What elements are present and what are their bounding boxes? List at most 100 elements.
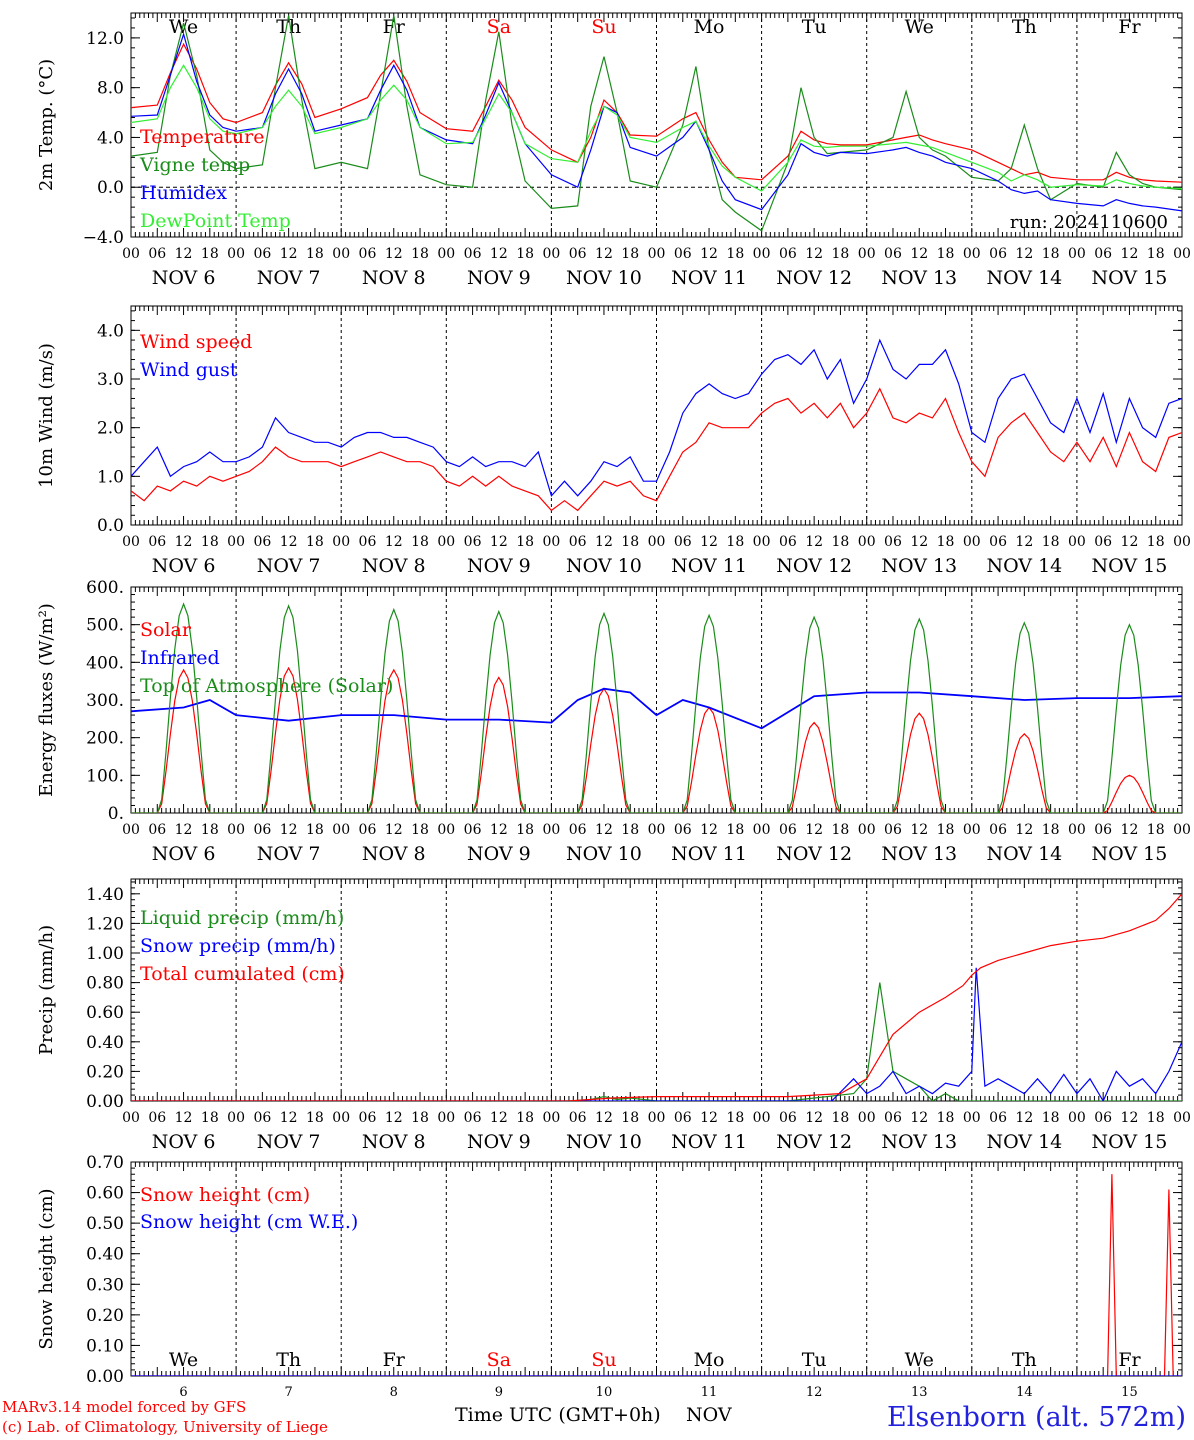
series-line (131, 1174, 1182, 1376)
hour-tick-label: 06 (464, 246, 482, 262)
y-tick-label: 0.30 (86, 1275, 124, 1295)
hour-tick-label: 06 (779, 822, 797, 838)
day-number-label: 12 (806, 1385, 823, 1400)
hour-tick-label: 06 (884, 1110, 902, 1126)
hour-tick-label: 06 (148, 822, 166, 838)
hour-tick-label: 06 (989, 1110, 1007, 1126)
y-tick-label: 4.0 (97, 128, 124, 148)
day-number-label: 13 (911, 1385, 928, 1400)
legend-entry: Infrared (140, 647, 220, 669)
series-line (131, 15, 1182, 232)
legend-entry: Wind speed (140, 331, 252, 353)
day-label: Fr (1118, 16, 1141, 38)
hour-tick-label: 06 (779, 1110, 797, 1126)
hour-tick-label: 00 (1173, 1110, 1191, 1126)
x-axis-month: NOV (686, 1404, 732, 1426)
date-label: NOV 13 (881, 1131, 957, 1153)
hour-tick-label: 06 (989, 822, 1007, 838)
hour-tick-label: 12 (595, 822, 613, 838)
hour-tick-label: 00 (542, 246, 560, 262)
hour-tick-label: 06 (779, 246, 797, 262)
date-label: NOV 15 (1092, 1131, 1168, 1153)
hour-tick-label: 00 (437, 822, 455, 838)
hour-tick-label: 06 (359, 534, 377, 550)
legend-entry: Top of Atmosphere (Solar) (140, 675, 393, 697)
date-label: NOV 6 (152, 555, 216, 577)
hour-tick-label: 12 (595, 246, 613, 262)
date-label: NOV 8 (362, 1131, 426, 1153)
hour-tick-label: 18 (306, 534, 324, 550)
hour-tick-label: 06 (1094, 822, 1112, 838)
hour-tick-label: 12 (490, 822, 508, 838)
day-label: Fr (383, 16, 406, 38)
day-label: Th (276, 16, 301, 38)
hour-tick-label: 12 (175, 534, 193, 550)
hour-tick-label: 12 (1015, 534, 1033, 550)
legend-entry: DewPoint Temp (140, 210, 291, 232)
hour-tick-label: 12 (910, 822, 928, 838)
date-label: NOV 10 (566, 267, 642, 289)
hour-tick-label: 00 (437, 1110, 455, 1126)
date-label: NOV 11 (671, 1131, 747, 1153)
hour-tick-label: 18 (937, 822, 955, 838)
hour-tick-label: 18 (516, 246, 534, 262)
hour-tick-label: 06 (464, 1110, 482, 1126)
hour-tick-label: 06 (253, 534, 271, 550)
day-label: We (169, 1349, 198, 1371)
hour-tick-label: 12 (175, 822, 193, 838)
hour-tick-label: 00 (122, 1110, 140, 1126)
series-line (131, 338, 1182, 497)
hour-tick-label: 12 (280, 246, 298, 262)
date-label: NOV 11 (671, 843, 747, 865)
legend-entry: Snow precip (mm/h) (140, 935, 336, 957)
day-label: Mo (694, 1349, 725, 1371)
hour-tick-label: 12 (910, 1110, 928, 1126)
hour-tick-label: 12 (280, 534, 298, 550)
hour-tick-label: 18 (201, 246, 219, 262)
hour-tick-label: 00 (542, 1110, 560, 1126)
station-name: Elsenborn (alt. 572m) (887, 1402, 1186, 1433)
hour-tick-label: 12 (1015, 822, 1033, 838)
y-tick-label: 200. (86, 729, 124, 749)
date-label: NOV 11 (671, 267, 747, 289)
day-label: Th (1012, 16, 1037, 38)
hour-tick-label: 12 (385, 534, 403, 550)
hour-tick-label: 12 (1121, 246, 1139, 262)
hour-tick-label: 06 (464, 822, 482, 838)
hour-tick-label: 00 (648, 822, 666, 838)
hour-tick-label: 18 (832, 822, 850, 838)
panel-2: 0.0 1.0 2.0 3.0 4.0 10m Wind (m/s) 00 06 12 18 00 0… (36, 305, 1191, 577)
legend-entry: Liquid precip (mm/h) (140, 907, 344, 929)
credit-line-1: MARv3.14 model forced by GFS (2, 1398, 247, 1416)
hour-tick-label: 00 (753, 822, 771, 838)
hour-tick-label: 18 (306, 1110, 324, 1126)
date-label: NOV 9 (467, 1131, 531, 1153)
hour-tick-label: 12 (1121, 822, 1139, 838)
date-label: NOV 6 (152, 843, 216, 865)
hour-tick-label: 12 (175, 246, 193, 262)
hour-tick-label: 12 (280, 822, 298, 838)
panel-3: 0. 100. 200. 300. 400. 500. 600. Energy fluxes … (36, 578, 1191, 865)
hour-tick-label: 12 (805, 1110, 823, 1126)
date-label: NOV 8 (362, 555, 426, 577)
date-label: NOV 6 (152, 267, 216, 289)
hour-tick-label: 18 (621, 534, 639, 550)
hour-tick-label: 00 (332, 246, 350, 262)
series-line (131, 64, 1182, 192)
date-label: NOV 9 (467, 555, 531, 577)
hour-tick-label: 06 (1094, 246, 1112, 262)
date-label: NOV 6 (152, 1131, 216, 1153)
y-axis-label: 10m Wind (m/s) (36, 343, 57, 488)
day-label: Su (591, 16, 616, 38)
hour-tick-label: 12 (805, 534, 823, 550)
y-tick-label: 0.80 (86, 974, 124, 994)
y-axis-label: 2m Temp. (°C) (36, 59, 57, 191)
panel-4: 0.00 0.20 0.40 0.60 0.80 1.00 1.20 1.40 Precip (… (36, 878, 1191, 1153)
hour-tick-label: 12 (385, 1110, 403, 1126)
legend-entry: Total cumulated (cm) (140, 963, 345, 985)
hour-tick-label: 06 (569, 534, 587, 550)
y-tick-label: 1.00 (86, 944, 124, 964)
hour-tick-label: 00 (227, 822, 245, 838)
hour-tick-label: 00 (858, 534, 876, 550)
date-label: NOV 13 (881, 843, 957, 865)
